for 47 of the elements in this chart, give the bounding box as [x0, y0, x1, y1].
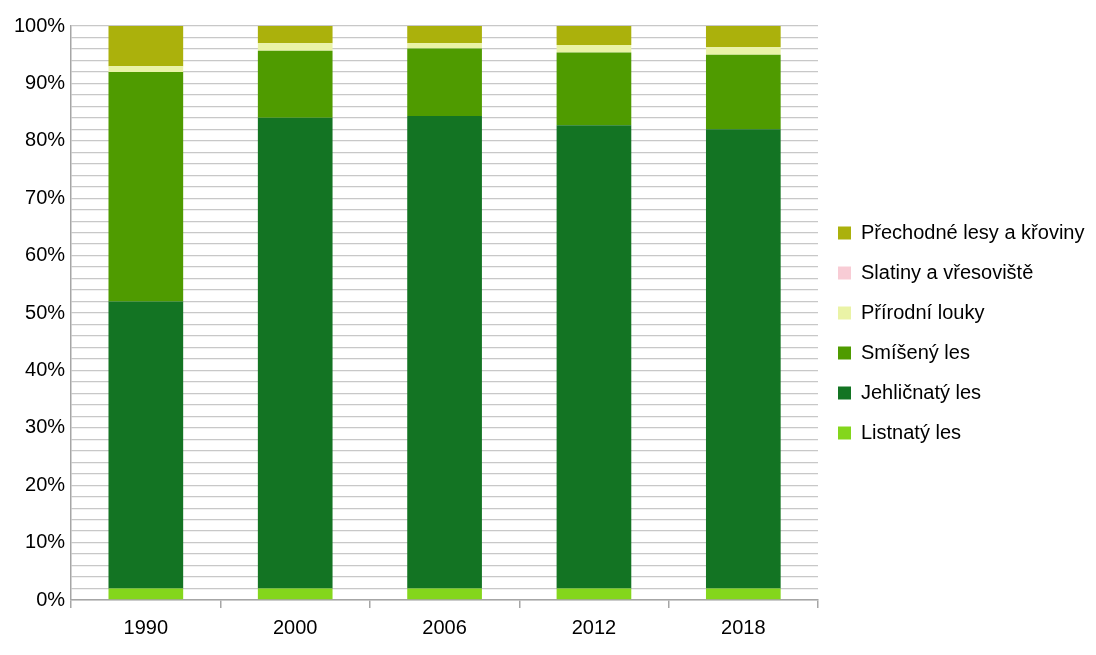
- legend-label: Slatiny a vřesoviště: [861, 260, 1034, 283]
- bar: [407, 588, 482, 600]
- bar: [556, 26, 632, 45]
- bar: [705, 26, 781, 48]
- bar: [556, 52, 632, 126]
- bar: [407, 43, 482, 49]
- x-tick-label: 2018: [721, 615, 766, 638]
- legend-label: Jehličnatý les: [861, 380, 982, 403]
- y-tick-label: 100%: [14, 13, 66, 36]
- x-tick-label: 2006: [422, 615, 467, 638]
- y-tick-label: 30%: [25, 415, 66, 438]
- bar: [556, 588, 632, 600]
- y-tick-label: 60%: [25, 243, 66, 266]
- bar: [556, 44, 632, 53]
- bar: [257, 588, 333, 600]
- y-tick-label: 90%: [25, 70, 66, 93]
- bar: [108, 26, 184, 67]
- bar: [108, 66, 184, 72]
- bar: [108, 71, 184, 302]
- bar: [257, 50, 333, 118]
- bar: [705, 129, 781, 589]
- legend-label: Smíšený les: [861, 340, 970, 363]
- legend-label: Přechodné lesy a křoviny: [861, 220, 1085, 243]
- y-tick-label: 10%: [25, 530, 66, 553]
- y-tick-label: 20%: [25, 472, 66, 495]
- y-tick-label: 50%: [25, 300, 66, 323]
- legend-label: Listnatý les: [861, 420, 962, 443]
- y-tick-label: 40%: [25, 357, 66, 380]
- bar: [108, 301, 184, 589]
- x-tick-label: 2000: [272, 615, 318, 638]
- bar: [407, 48, 482, 117]
- bar: [705, 47, 781, 55]
- bar: [257, 26, 333, 44]
- x-tick-label: 1990: [123, 615, 169, 638]
- y-tick-label: 0%: [36, 587, 66, 610]
- bar: [108, 588, 184, 600]
- bar: [257, 43, 333, 51]
- bar: [407, 116, 482, 589]
- y-tick-label: 80%: [25, 128, 66, 151]
- bar: [556, 125, 632, 589]
- bar: [705, 54, 781, 130]
- legend-label: Přírodní louky: [861, 300, 985, 323]
- y-tick-label: 70%: [25, 185, 66, 208]
- bar: [257, 117, 333, 589]
- bar: [407, 26, 482, 44]
- bar: [705, 588, 781, 600]
- x-tick-label: 2012: [571, 615, 617, 638]
